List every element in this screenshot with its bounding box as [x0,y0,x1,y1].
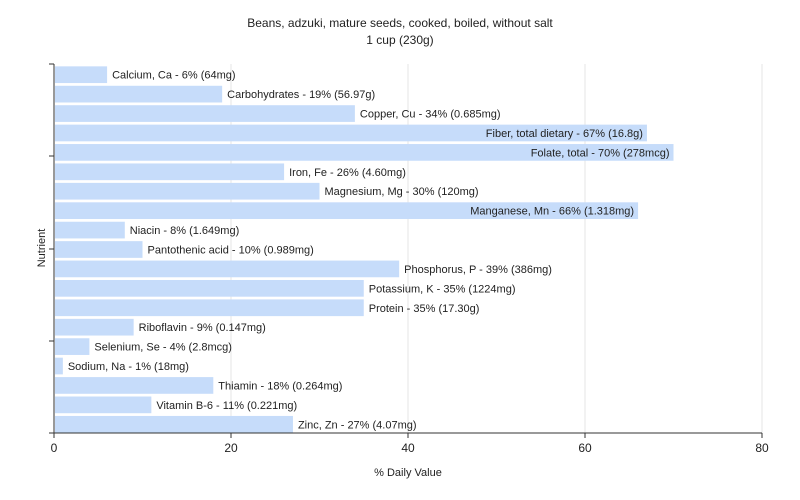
bar [55,241,143,258]
x-tick-label: 80 [755,441,769,455]
bar-label: Thiamin - 18% (0.264mg) [218,380,342,392]
bar-label: Folate, total - 70% (278mcg) [531,147,670,159]
x-axis-label: % Daily Value [374,467,442,479]
bar [55,357,63,375]
x-tick-label: 60 [578,441,592,455]
chart-title: Beans, adzuki, mature seeds, cooked, boi… [247,16,553,30]
bar-label: Protein - 35% (17.30g) [369,303,480,315]
bar [55,124,647,142]
bar [55,66,108,84]
bar-label: Fiber, total dietary - 67% (16.8g) [486,128,643,140]
bar-label: Copper, Cu - 34% (0.685mg) [360,109,501,121]
bar-label: Pantothenic acid - 10% (0.989mg) [148,245,314,257]
bar-label: Sodium, Na - 1% (18mg) [68,361,189,373]
bar-label: Magnesium, Mg - 30% (120mg) [325,186,479,198]
bar [55,279,364,297]
bar [55,415,293,433]
bar [55,144,674,161]
bar-label: Calcium, Ca - 6% (64mg) [112,70,235,82]
bar [55,318,134,336]
bar-label: Riboflavin - 9% (0.147mg) [139,322,266,334]
bar [55,163,285,181]
bar-label: Phosphorus, P - 39% (386mg) [404,264,552,276]
chart-subtitle: 1 cup (230g) [366,33,433,47]
bar [55,396,152,414]
y-axis-label: Nutrient [36,229,48,268]
bar [55,105,355,122]
bar [55,299,364,317]
bar-label: Iron, Fe - 26% (4.60mg) [289,167,406,179]
bar-label: Vitamin B-6 - 11% (0.221mg) [156,400,297,412]
bar-label: Potassium, K - 35% (1224mg) [369,283,516,295]
bar [55,221,125,239]
bar [55,85,223,103]
bar-label: Selenium, Se - 4% (2.8mcg) [94,342,232,354]
bars: Calcium, Ca - 6% (64mg) Carbohydrates - 1… [55,66,674,433]
x-tick-labels: 0 20 40 60 80 [51,441,769,455]
x-tick-label: 40 [401,441,415,455]
bar-label: Manganese, Mn - 66% (1.318mg) [470,206,634,218]
bar [55,202,639,220]
bar [55,182,320,200]
bar [55,338,90,355]
bar-label: Niacin - 8% (1.649mg) [130,225,239,237]
bar-label: Zinc, Zn - 27% (4.07mg) [298,419,417,431]
bar [55,260,400,278]
bar [55,377,214,394]
bar-label: Carbohydrates - 19% (56.97g) [227,89,375,101]
x-tick-label: 0 [51,441,58,455]
axes [49,63,763,438]
x-tick-label: 20 [224,441,238,455]
